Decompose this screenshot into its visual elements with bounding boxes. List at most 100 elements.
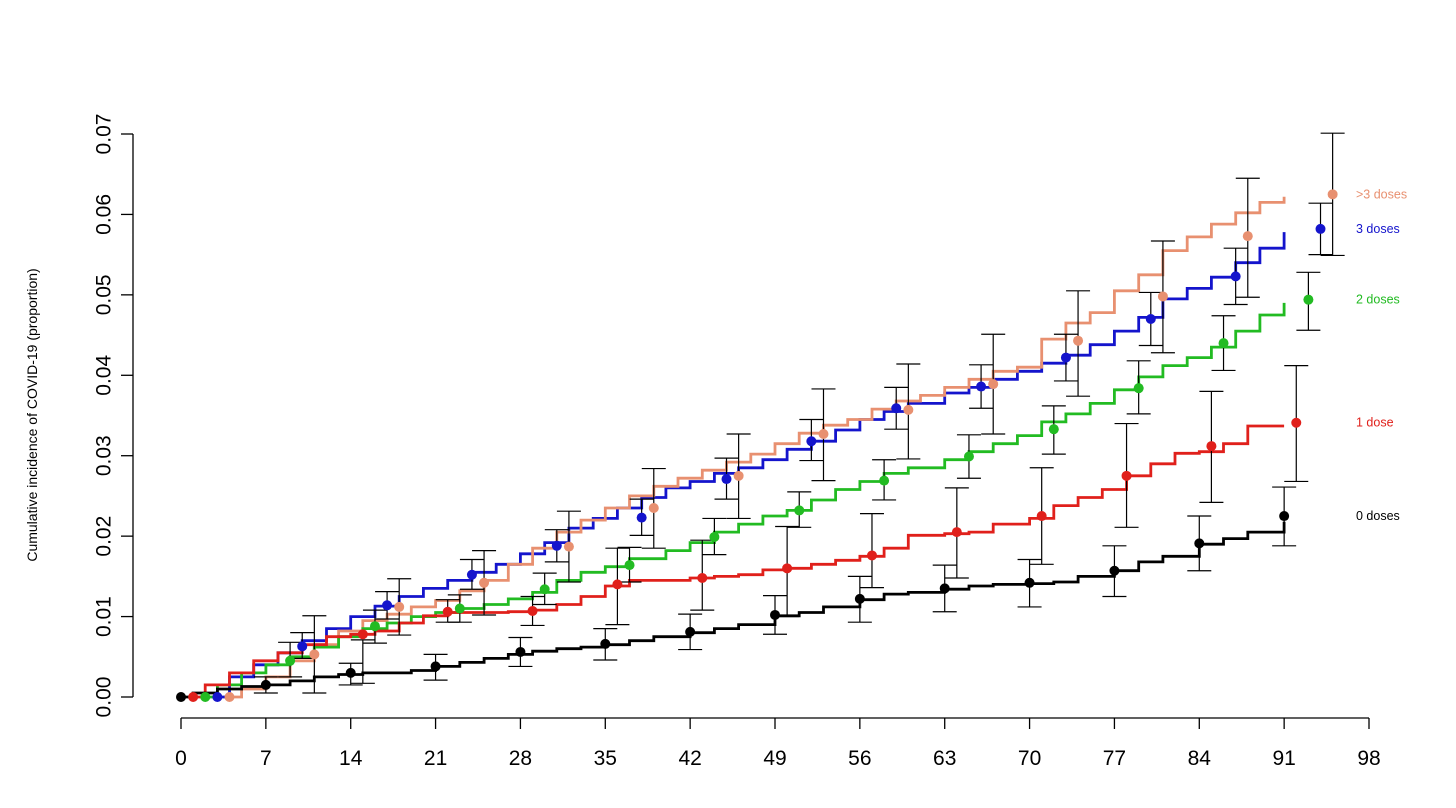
point-1 <box>612 579 623 590</box>
curve-4 <box>229 196 1286 699</box>
point-1 <box>951 527 962 538</box>
x-tick-label: 49 <box>763 747 786 770</box>
point-3 <box>721 474 732 485</box>
point-0 <box>854 593 865 604</box>
point-1 <box>527 605 538 616</box>
point-1 <box>1036 511 1047 522</box>
x-tick-label: 28 <box>509 747 532 770</box>
point-1 <box>866 550 877 561</box>
point-2 <box>794 505 805 516</box>
point-1 <box>1291 417 1302 428</box>
x-tick-label: 98 <box>1357 747 1380 770</box>
point-4 <box>1073 335 1084 346</box>
x-tick-label: 35 <box>594 747 617 770</box>
point-4 <box>224 692 235 702</box>
y-tick-label: 0.00 <box>93 677 116 718</box>
point-1 <box>1121 470 1132 481</box>
point-3 <box>976 381 987 392</box>
point-0 <box>430 661 441 672</box>
point-3 <box>636 512 647 523</box>
x-tick-label: 42 <box>678 747 701 770</box>
point-0 <box>1024 577 1035 588</box>
point-0 <box>1109 565 1120 576</box>
point-4 <box>648 502 659 513</box>
y-tick-label: 0.02 <box>93 516 116 557</box>
x-tick-label: 14 <box>339 747 363 770</box>
point-0 <box>515 646 526 657</box>
point-4 <box>1327 189 1338 200</box>
y-tick-label: 0.03 <box>93 435 116 476</box>
series-label-3: 3 doses <box>1356 222 1400 236</box>
curve-2 <box>205 302 1286 699</box>
series-label-0: 0 doses <box>1356 509 1400 523</box>
point-2 <box>1048 424 1059 435</box>
point-4 <box>563 541 574 552</box>
series-label-1: 1 dose <box>1356 416 1394 430</box>
point-1 <box>782 563 793 574</box>
point-0 <box>345 667 356 678</box>
error-bars <box>253 132 1345 694</box>
point-2 <box>709 531 720 542</box>
point-2 <box>624 560 635 571</box>
point-4 <box>479 577 490 588</box>
point-1 <box>1206 441 1217 452</box>
curve-0 <box>181 521 1286 699</box>
point-4 <box>1157 291 1168 302</box>
point-2 <box>1218 338 1229 349</box>
point-4 <box>1242 231 1253 242</box>
point-2 <box>1133 383 1144 394</box>
x-tick-label: 21 <box>424 747 447 770</box>
point-1 <box>697 572 708 583</box>
point-3 <box>466 569 477 580</box>
x-tick-label: 91 <box>1272 747 1295 770</box>
data-points <box>176 189 1338 702</box>
x-tick-label: 84 <box>1188 747 1212 770</box>
point-0 <box>260 679 271 690</box>
series-label-2: 2 doses <box>1356 293 1400 307</box>
point-4 <box>733 470 744 481</box>
point-3 <box>297 641 308 652</box>
series-labels: 0 doses 1 dose 2 doses 3 doses >3 doses <box>1356 187 1407 523</box>
point-3 <box>1230 271 1241 282</box>
y-tick-label: 0.06 <box>93 194 116 235</box>
x-tick-label: 63 <box>933 747 956 770</box>
point-3 <box>1060 352 1071 363</box>
x-tick-label: 70 <box>1018 747 1041 770</box>
point-3 <box>551 540 562 551</box>
point-3 <box>891 403 902 414</box>
curve-1 <box>193 424 1285 699</box>
point-1 <box>357 629 368 640</box>
axes: 0 7 14 21 28 35 42 49 56 63 70 77 84 91 98 0.00 0.01 0.02… <box>93 114 1381 770</box>
point-2 <box>285 655 296 666</box>
x-tick-label: 7 <box>260 747 272 770</box>
x-tick-label: 56 <box>848 747 871 770</box>
point-2 <box>454 603 465 614</box>
point-0 <box>176 692 186 702</box>
point-2 <box>200 692 211 702</box>
point-4 <box>988 379 999 390</box>
y-tick-label: 0.05 <box>93 274 116 315</box>
point-3 <box>1145 313 1156 324</box>
point-0 <box>685 626 696 637</box>
y-tick-label: 0.07 <box>93 114 116 155</box>
point-2 <box>963 451 974 462</box>
point-1 <box>442 606 453 617</box>
point-0 <box>939 583 950 594</box>
x-tick-label: 77 <box>1103 747 1126 770</box>
point-0 <box>1194 538 1205 549</box>
series-curves <box>181 196 1286 699</box>
point-3 <box>212 692 223 702</box>
point-0 <box>770 609 780 620</box>
point-4 <box>818 428 829 439</box>
series-label-4: >3 doses <box>1356 187 1407 201</box>
point-4 <box>309 649 320 660</box>
point-2 <box>1303 294 1314 305</box>
point-0 <box>600 638 611 649</box>
point-2 <box>369 621 380 632</box>
y-tick-label: 0.04 <box>93 355 116 396</box>
point-3 <box>806 436 817 447</box>
point-1 <box>188 692 199 702</box>
point-2 <box>539 584 550 595</box>
point-0 <box>1279 511 1290 522</box>
x-tick-label: 0 <box>175 747 187 770</box>
